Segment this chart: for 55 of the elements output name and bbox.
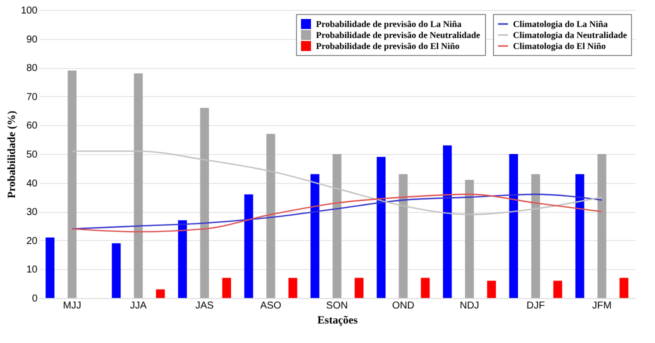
legend-label: Probabilidade de previsão do El Niño <box>316 41 460 51</box>
bar <box>68 70 77 298</box>
legend-label: Climatologia da Neutralidade <box>513 30 628 40</box>
bar <box>266 134 276 298</box>
bar <box>553 280 562 298</box>
line-series <box>71 150 603 216</box>
bar <box>420 278 430 298</box>
bar <box>442 145 452 298</box>
x-tick-label: DJF <box>526 300 545 312</box>
x-axis-title: Estações <box>317 314 358 326</box>
legend-label: Climatologia do El Niño <box>513 41 606 51</box>
bar <box>244 194 254 298</box>
bar <box>398 174 408 298</box>
bar <box>46 238 54 298</box>
bar <box>222 278 232 298</box>
x-tick-label: ASO <box>260 300 282 312</box>
y-tick-label: 20 <box>26 236 38 247</box>
y-tick-label: 90 <box>26 34 38 46</box>
y-axis-title: Probabilidade (%) <box>6 110 18 198</box>
bar <box>575 174 584 298</box>
bar <box>597 154 606 298</box>
x-tick-label: SON <box>326 300 348 312</box>
x-tick-label: MJJ <box>62 300 82 312</box>
x-tick-label: JFM <box>592 300 612 312</box>
bar <box>156 289 165 298</box>
y-tick-label: 50 <box>26 150 38 160</box>
y-tick-label: 100 <box>20 6 38 16</box>
y-tick-label: 80 <box>26 63 38 74</box>
x-tick-label: JJA <box>130 300 147 312</box>
bar <box>531 174 540 298</box>
bar <box>178 220 187 298</box>
legend-label: Climatologia do La Niña <box>513 19 608 29</box>
x-tick-label: JAS <box>195 300 214 312</box>
bar <box>112 243 121 298</box>
y-tick-label: 30 <box>26 207 38 218</box>
bar <box>620 278 628 298</box>
bar <box>509 154 518 298</box>
legend-label: Probabilidade de previsão de Neutralidade <box>316 30 480 40</box>
bar <box>200 108 209 298</box>
y-tick-label: 0 <box>32 294 38 304</box>
bar <box>465 180 474 298</box>
bar <box>288 278 298 298</box>
y-tick-label: 60 <box>26 120 38 132</box>
bar <box>134 73 143 298</box>
y-tick-label: 10 <box>26 264 38 276</box>
x-tick-label: NDJ <box>460 300 480 312</box>
y-tick-label: 70 <box>26 92 38 103</box>
bar <box>487 280 496 298</box>
bar <box>354 278 364 298</box>
bar <box>376 156 386 298</box>
legend-label: Probabilidade de previsão do La Niña <box>316 19 462 29</box>
y-tick-label: 40 <box>26 178 38 190</box>
bar <box>332 154 342 298</box>
bar <box>310 174 320 298</box>
x-tick-label: OND <box>392 300 414 312</box>
